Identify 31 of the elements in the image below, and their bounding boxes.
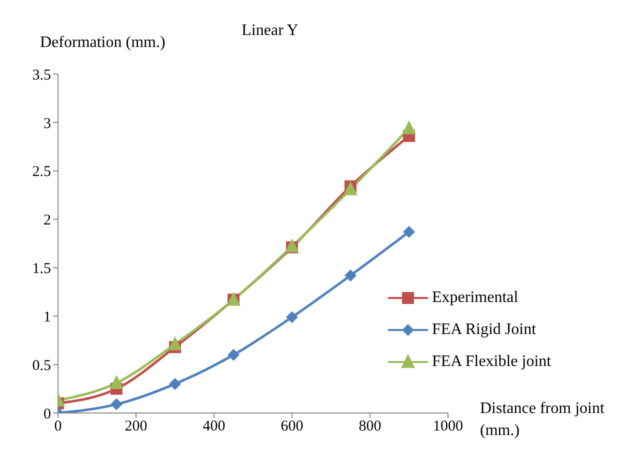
- x-tick-label: 800: [358, 418, 382, 435]
- point: [285, 238, 299, 252]
- y-tick-label: 0.5: [32, 358, 51, 374]
- y-tick-label: 0: [44, 406, 51, 422]
- y-tick-label: 3.5: [32, 67, 51, 84]
- y-tick-label: 2.5: [32, 164, 51, 180]
- legend-label: FEA Flexible joint: [432, 353, 552, 371]
- y-axis-title: Deformation (mm.): [40, 34, 166, 52]
- point: [344, 181, 358, 196]
- point: [228, 348, 240, 361]
- chart-title: Linear Y: [242, 22, 298, 39]
- legend-label: Experimental: [432, 289, 518, 307]
- x-tick-label: 1000: [433, 418, 463, 435]
- point: [344, 269, 356, 282]
- point: [110, 374, 124, 389]
- x-axis-title: Distance from joint (mm.): [480, 399, 606, 441]
- legend-label: FEA Rigid Joint: [432, 321, 536, 339]
- x-tick-label: 200: [124, 418, 148, 435]
- y-tick-label: 1: [44, 309, 51, 326]
- point: [402, 120, 416, 134]
- y-tick-label: 3: [44, 116, 51, 132]
- y-tick-label: 2: [44, 212, 51, 229]
- point: [168, 336, 182, 350]
- y-tick-label: 1.5: [32, 261, 51, 278]
- point: [169, 378, 181, 390]
- point: [286, 311, 298, 324]
- x-tick-label: 400: [202, 418, 226, 435]
- x-tick-label: 600: [280, 418, 304, 435]
- x-tick-label: 0: [54, 418, 62, 435]
- point: [403, 226, 415, 238]
- point: [110, 398, 122, 410]
